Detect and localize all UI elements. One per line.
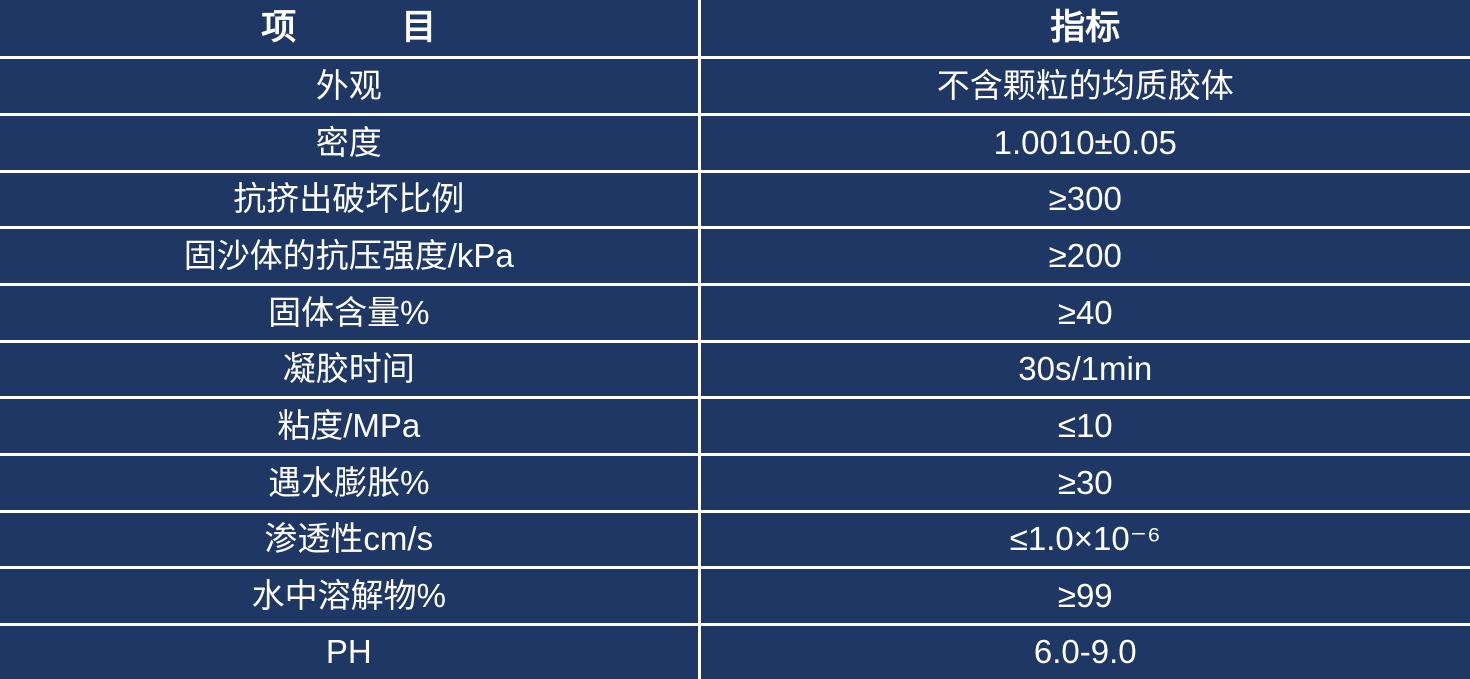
value-cell: 30s/1min [697,339,1470,400]
value-cell: 1.0010±0.05 [697,112,1470,173]
table-row: 凝胶时间 30s/1min [0,339,1470,400]
header-row: 项 目 指标 [0,0,1470,60]
item-cell: 渗透性cm/s [0,509,701,570]
value-cell: ≥300 [697,169,1470,230]
table-row: 粘度/MPa ≤10 [0,396,1470,456]
item-cell: 固体含量% [0,282,701,343]
value-cell: 不含颗粒的均质胶体 [697,56,1470,116]
item-cell: 粘度/MPa [0,396,701,456]
value-cell: ≥40 [697,282,1470,343]
value-cell: ≥200 [697,226,1470,286]
value-cell: ≥30 [697,452,1470,513]
column-header-indicator: 指标 [697,0,1470,60]
value-cell: ≥99 [697,566,1470,626]
table-row: 密度 1.0010±0.05 [0,112,1470,173]
table-row: PH 6.0-9.0 [0,622,1470,679]
item-cell: 固沙体的抗压强度/kPa [0,226,701,286]
item-cell: 抗挤出破坏比例 [0,169,701,230]
value-cell: 6.0-9.0 [697,622,1470,679]
table-row: 固体含量% ≥40 [0,282,1470,343]
table-row: 水中溶解物% ≥99 [0,566,1470,626]
item-cell: 凝胶时间 [0,339,701,400]
table-row: 抗挤出破坏比例 ≥300 [0,169,1470,230]
item-cell: 遇水膨胀% [0,452,701,513]
table-row: 渗透性cm/s ≤1.0×10⁻⁶ [0,509,1470,570]
column-header-item: 项 目 [0,0,701,60]
table-row: 固沙体的抗压强度/kPa ≥200 [0,226,1470,286]
item-cell: 密度 [0,112,701,173]
value-cell: ≤10 [697,396,1470,456]
value-cell: ≤1.0×10⁻⁶ [697,509,1470,570]
item-cell: 水中溶解物% [0,566,701,626]
item-cell: PH [0,622,701,679]
table-row: 外观 不含颗粒的均质胶体 [0,56,1470,116]
table-row: 遇水膨胀% ≥30 [0,452,1470,513]
item-cell: 外观 [0,56,701,116]
